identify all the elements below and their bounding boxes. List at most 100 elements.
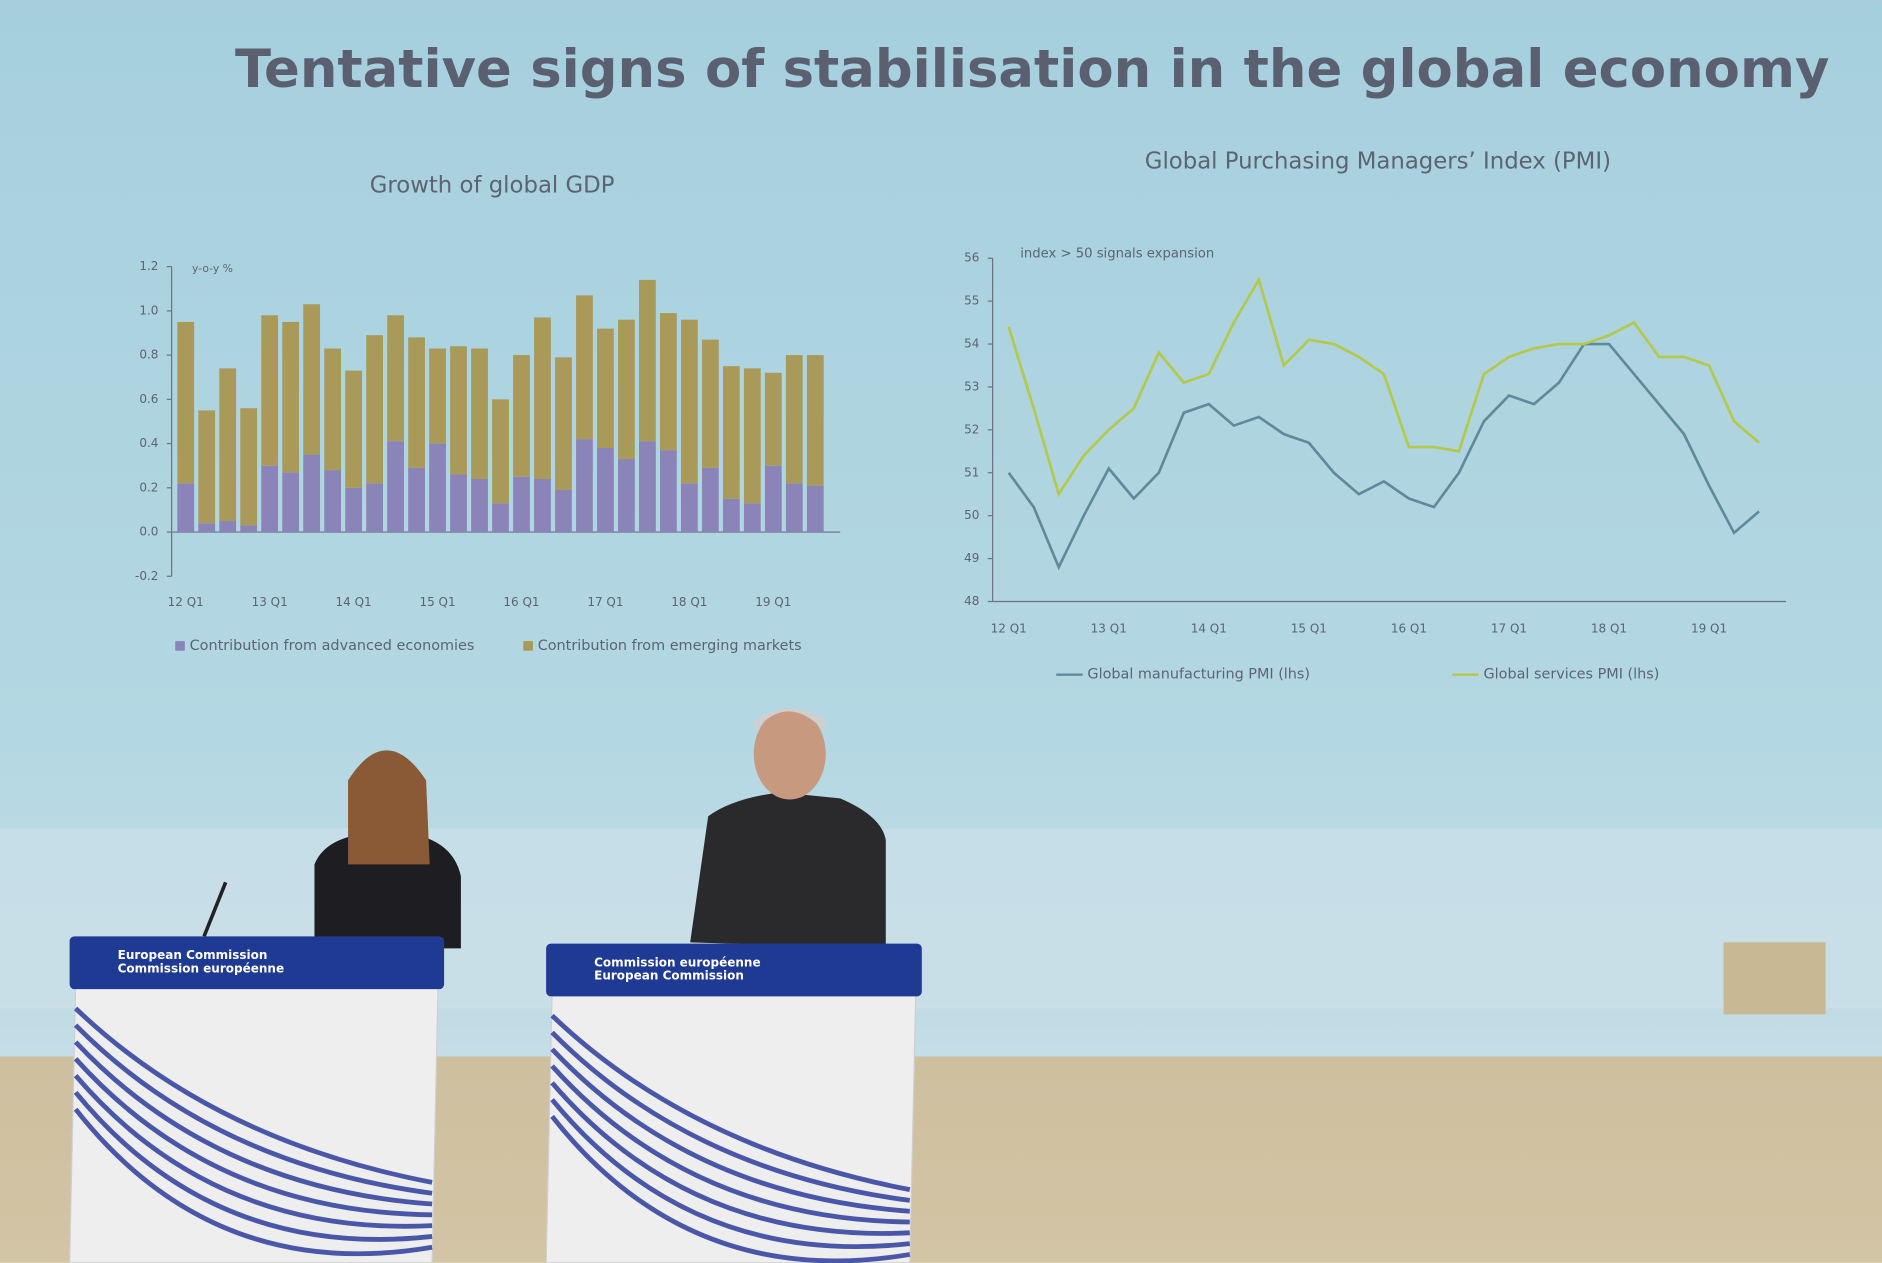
bar-segment — [785, 483, 803, 533]
gdp-chart: Growth of global GDP -0.2 0.0 0.2 0.4 0.6 0.8 1… — [135, 173, 841, 654]
x-tick-label: 12 Q1 — [168, 595, 204, 609]
bar-segment — [303, 304, 321, 455]
legend-swatch — [175, 641, 185, 651]
bar-segment — [198, 410, 216, 524]
bar-segment — [471, 478, 488, 533]
podium-label: Commission européenne — [118, 961, 284, 975]
legend-label: Contribution from advanced economies — [190, 638, 475, 654]
y-tick-label: 0.4 — [139, 436, 158, 450]
podium-top — [69, 936, 445, 990]
y-tick-label: -0.2 — [135, 569, 158, 583]
y-tick-label: 0.0 — [139, 525, 158, 539]
bar-segment — [722, 366, 740, 499]
bar-segment — [618, 459, 635, 533]
y-tick-label: 56 — [964, 251, 979, 265]
bar-segment — [429, 443, 446, 533]
bar-segment — [743, 503, 761, 533]
podium-stripe — [73, 1090, 433, 1242]
podium-label: Commission européenne — [594, 955, 760, 969]
x-tick-label: 16 Q1 — [503, 595, 539, 609]
y-tick-label: 52 — [964, 422, 979, 436]
bar-segment — [492, 399, 509, 504]
bar-segment — [785, 355, 803, 484]
bar-segment — [597, 328, 614, 448]
y-tick-label: 0.2 — [139, 480, 158, 494]
podium-stripe — [550, 1081, 910, 1236]
podium-stripe — [73, 1006, 433, 1185]
bar-segment — [198, 523, 216, 533]
podium-stripe — [73, 1040, 433, 1207]
x-tick-label: 16 Q1 — [1391, 622, 1427, 636]
bar-segment — [303, 454, 321, 533]
bar-segment — [659, 450, 677, 533]
bar-segment — [177, 321, 195, 484]
logo-box — [1723, 942, 1826, 1015]
bar-segment — [345, 370, 363, 488]
bar-segment — [219, 368, 237, 521]
podium-stripe — [73, 1107, 433, 1257]
bar-segment — [408, 467, 425, 533]
x-tick-label: 15 Q1 — [1291, 622, 1327, 636]
podium-stripe — [550, 1098, 911, 1249]
bar-segment — [701, 339, 719, 468]
x-tick-label: 15 Q1 — [419, 595, 455, 609]
y-tick-label: 48 — [964, 594, 979, 608]
bar-segment — [576, 295, 593, 440]
bar-segment — [324, 470, 342, 533]
y-tick-label: 53 — [964, 379, 979, 393]
bar-segment — [764, 465, 782, 533]
y-tick-label: 50 — [964, 508, 979, 522]
line-series — [1007, 342, 1760, 571]
y-tick-label: 1.2 — [139, 259, 158, 273]
bar-segment — [576, 439, 593, 533]
bar-segment — [701, 467, 719, 533]
podium-stripe — [550, 1064, 910, 1225]
podium-stripe — [73, 1074, 433, 1229]
x-tick-label: 12 Q1 — [991, 622, 1027, 636]
bar-segment — [345, 487, 363, 533]
bar-segment — [282, 472, 300, 533]
bar-segment — [366, 335, 383, 484]
bar-segment — [513, 355, 530, 477]
bar-segment — [450, 346, 467, 475]
bar-segment — [806, 355, 824, 486]
bar-segment — [659, 313, 677, 451]
bar-segment — [513, 476, 530, 533]
bar-segment — [240, 525, 258, 533]
bar-segment — [240, 408, 258, 526]
bar-segment — [743, 368, 761, 504]
podium-top — [546, 943, 922, 997]
person-right — [690, 792, 886, 949]
y-tick-label: 49 — [964, 551, 979, 565]
line-series — [1007, 276, 1760, 498]
bar-segment — [639, 279, 656, 442]
bar-segment — [534, 478, 551, 533]
x-tick-label: 19 Q1 — [1691, 622, 1727, 636]
bar-segment — [764, 372, 782, 466]
legend-label: Contribution from emerging markets — [538, 638, 802, 654]
podium-label: European Commission — [118, 948, 268, 962]
x-tick-label: 13 Q1 — [252, 595, 288, 609]
podium-stripe — [73, 1023, 433, 1196]
podium-stripe — [550, 1114, 911, 1263]
bar-segment — [722, 498, 740, 533]
legend-label: Global manufacturing PMI (lhs) — [1087, 667, 1310, 683]
y-tick-label: 55 — [964, 294, 979, 308]
bar-segment — [680, 319, 698, 484]
x-tick-label: 18 Q1 — [671, 595, 707, 609]
y-tick-label: 51 — [964, 465, 979, 479]
axis-note: y-o-y % — [192, 262, 233, 275]
x-tick-label: 14 Q1 — [336, 595, 372, 609]
bar-segment — [555, 357, 572, 491]
x-tick-label: 14 Q1 — [1191, 622, 1227, 636]
x-tick-label: 19 Q1 — [755, 595, 791, 609]
bar-segment — [219, 520, 237, 533]
x-tick-label: 17 Q1 — [1491, 622, 1527, 636]
bar-segment — [680, 483, 698, 533]
bar-segment — [618, 319, 635, 460]
bar-segment — [555, 490, 572, 533]
bar-segment — [429, 348, 446, 444]
podium-stripe — [550, 1030, 911, 1203]
